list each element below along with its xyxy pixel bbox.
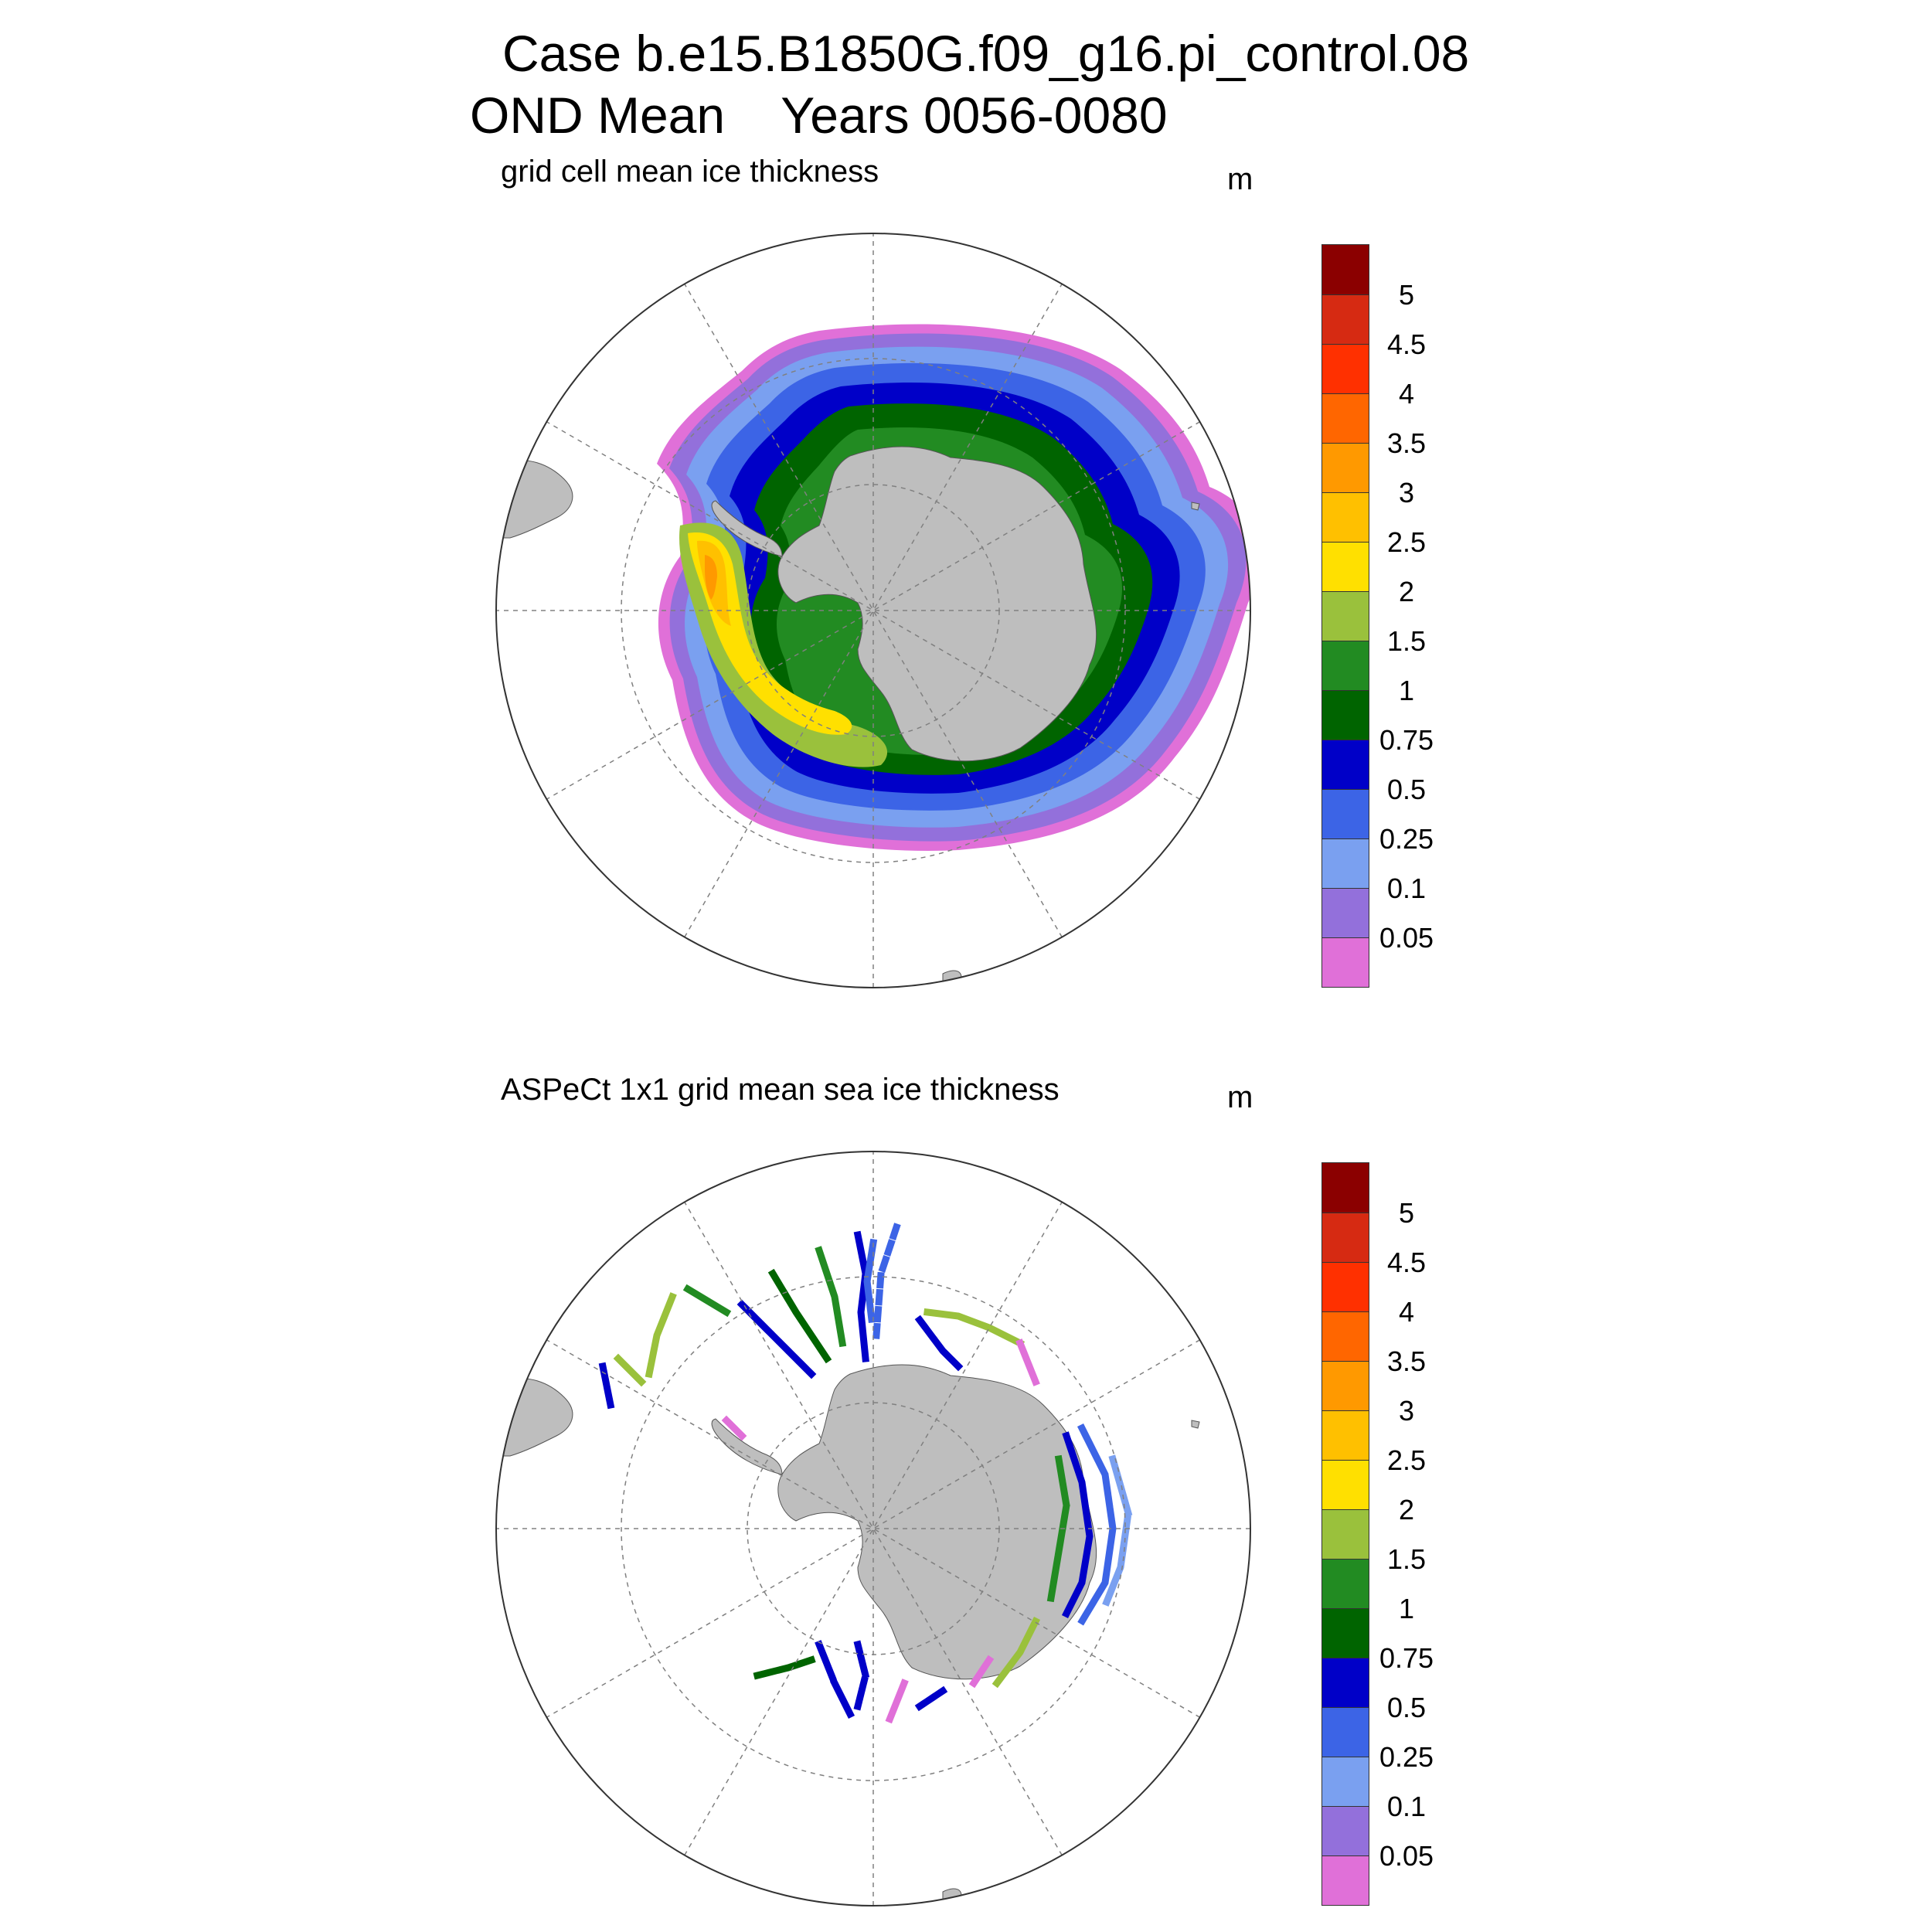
panel-2-units: m — [1227, 1080, 1253, 1114]
cb2-box-9 — [1322, 1559, 1369, 1608]
panel-2-colorbar — [1321, 1162, 1369, 1906]
cb2-box-10 — [1322, 1608, 1369, 1658]
cb2-label: 0.5 — [1386, 1692, 1427, 1723]
cb2-box-3 — [1322, 1262, 1369, 1311]
panel-1-colorbar — [1321, 244, 1369, 988]
cb2-label: 4.5 — [1386, 1247, 1427, 1278]
kerguelen-island — [1191, 1420, 1200, 1429]
cb1-label: 1 — [1398, 675, 1415, 706]
cb1-label: 4 — [1398, 378, 1415, 410]
cb2-label: 1 — [1398, 1593, 1415, 1624]
panel-1-map — [495, 233, 1251, 988]
panel-1-title: grid cell mean ice thickness — [501, 155, 879, 189]
cb2-label: 0.05 — [1379, 1840, 1434, 1872]
antarctica-land — [777, 1364, 1097, 1680]
panel-2-map — [495, 1151, 1251, 1906]
cb2-box-7 — [1322, 1460, 1369, 1509]
cb1-label: 1.5 — [1386, 625, 1427, 657]
kerguelen-island — [1191, 502, 1200, 511]
cb2-box-6 — [1322, 1410, 1369, 1460]
cb2-box-14 — [1322, 1806, 1369, 1855]
cb1-box-3 — [1322, 344, 1369, 393]
panel-2-title: ASPeCt 1x1 grid mean sea ice thickness — [501, 1073, 1060, 1107]
cb2-label: 5 — [1398, 1197, 1415, 1229]
cb1-box-4 — [1322, 393, 1369, 443]
antarctic-peninsula — [711, 500, 783, 557]
cb2-box-5 — [1322, 1361, 1369, 1410]
antarctica-land — [777, 446, 1097, 762]
cb1-box-6 — [1322, 492, 1369, 542]
cb1-box-12 — [1322, 789, 1369, 838]
cb1-box-2 — [1322, 294, 1369, 344]
cb1-box-10 — [1322, 690, 1369, 740]
cb1-label: 3 — [1398, 477, 1415, 509]
cb2-label: 1.5 — [1386, 1543, 1427, 1575]
graticule — [496, 1151, 1250, 1906]
cb2-box-8 — [1322, 1509, 1369, 1559]
cb1-box-15 — [1322, 937, 1369, 987]
cb1-box-7 — [1322, 542, 1369, 591]
cb2-box-4 — [1322, 1311, 1369, 1361]
cb1-box-14 — [1322, 888, 1369, 937]
antarctic-peninsula — [711, 1418, 783, 1475]
cb1-label: 0.5 — [1386, 774, 1427, 805]
ice-thick-darkorange — [705, 555, 717, 600]
cb1-label: 4.5 — [1386, 328, 1427, 360]
cb1-label: 0.25 — [1379, 823, 1434, 855]
cb2-label: 3.5 — [1386, 1345, 1427, 1377]
cb2-label: 2.5 — [1386, 1444, 1427, 1476]
cb2-box-2 — [1322, 1213, 1369, 1262]
cb2-label: 0.25 — [1379, 1741, 1434, 1773]
cb2-label: 4 — [1398, 1296, 1415, 1328]
cb2-box-1 — [1322, 1163, 1369, 1213]
period-subtitle: OND Mean Years 0056-0080 — [470, 87, 1168, 144]
cb1-label: 0.05 — [1379, 922, 1434, 954]
main-title: Case b.e15.B1850G.f09_g16.pi_control.08 — [502, 25, 1470, 82]
cb1-box-8 — [1322, 591, 1369, 641]
cb1-label: 2 — [1398, 576, 1415, 607]
cb2-box-15 — [1322, 1855, 1369, 1905]
cb1-label: 2.5 — [1386, 526, 1427, 558]
cb1-box-1 — [1322, 245, 1369, 294]
cb1-box-9 — [1322, 641, 1369, 690]
cb2-box-11 — [1322, 1658, 1369, 1707]
cb2-label: 2 — [1398, 1494, 1415, 1526]
cb1-box-13 — [1322, 838, 1369, 888]
cb2-label: 3 — [1398, 1395, 1415, 1427]
cb2-label: 0.75 — [1379, 1642, 1434, 1674]
graticule — [496, 233, 1250, 988]
cb1-box-11 — [1322, 740, 1369, 789]
cb2-box-13 — [1322, 1757, 1369, 1806]
cb1-label: 0.75 — [1379, 724, 1434, 756]
cb1-box-5 — [1322, 443, 1369, 492]
ice-thick-yellow — [688, 532, 852, 735]
cb2-label: 0.1 — [1386, 1791, 1427, 1822]
cb1-label: 3.5 — [1386, 427, 1427, 459]
panel-1-units: m — [1227, 162, 1253, 196]
cb1-label: 5 — [1398, 279, 1415, 311]
cb1-label: 0.1 — [1386, 872, 1427, 904]
cb2-box-12 — [1322, 1707, 1369, 1757]
